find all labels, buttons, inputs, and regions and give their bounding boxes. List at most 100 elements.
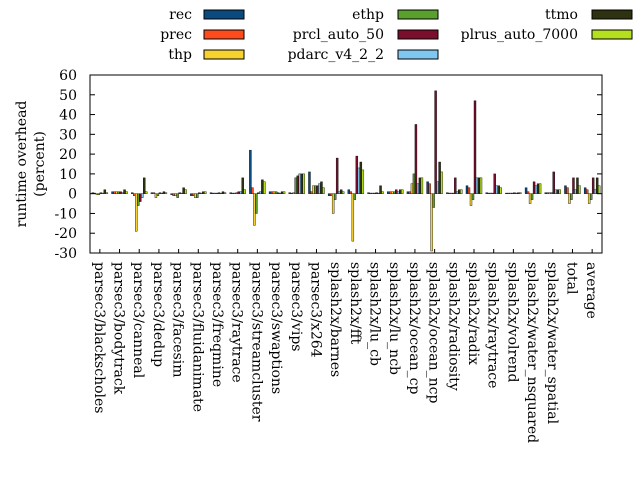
bar (568, 193, 571, 204)
bar (379, 185, 382, 194)
bar (347, 189, 351, 194)
bar (231, 192, 234, 194)
bar (375, 192, 378, 194)
bar (243, 189, 246, 194)
bar (420, 177, 424, 194)
x-tick-label: parsec3/bodytrack (111, 262, 127, 395)
bar (412, 173, 416, 194)
bar (438, 161, 441, 194)
bar (235, 192, 238, 194)
bar (430, 193, 433, 252)
bar (111, 191, 114, 194)
bar (460, 189, 463, 194)
bar (485, 192, 488, 194)
bar (137, 193, 140, 206)
bar (391, 191, 394, 194)
bar (294, 177, 297, 194)
bar (213, 192, 217, 194)
bar (257, 192, 260, 194)
bar (432, 193, 435, 208)
legend-label: rec (169, 7, 192, 23)
y-tick-label: 40 (59, 108, 77, 124)
bar (566, 187, 569, 194)
bar (292, 192, 295, 194)
bar (200, 192, 203, 194)
bar (135, 193, 138, 232)
bar (259, 191, 262, 194)
legend-swatch (203, 49, 245, 60)
y-tick-label: -20 (54, 226, 77, 242)
bar (211, 192, 215, 194)
bar (393, 191, 396, 194)
x-tick-label: parsec3/dedup (150, 262, 166, 367)
bar (471, 193, 475, 200)
bar (300, 173, 303, 194)
bar (117, 191, 120, 194)
bar (359, 161, 363, 194)
y-axis-label-line: runtime overhead (14, 101, 30, 228)
x-tick-label: total (563, 262, 579, 295)
bar (221, 191, 225, 194)
bar (589, 193, 593, 200)
legend-label: ttmo (545, 7, 578, 23)
bar (349, 191, 353, 194)
bar (593, 189, 597, 194)
x-tick-label: splash2x/radix (465, 262, 481, 365)
bar (491, 192, 494, 194)
legend-swatch (203, 9, 245, 20)
x-tick-label: splash2x/fft (347, 262, 363, 345)
x-tick-label: splash2x/lu_cb (367, 262, 383, 366)
bar (178, 192, 181, 194)
x-tick-label: parsec3/x264 (307, 262, 323, 358)
bar (241, 177, 244, 194)
bar (298, 173, 301, 194)
bar (526, 191, 530, 194)
bar (152, 192, 156, 194)
bar (113, 191, 116, 194)
bar (499, 187, 502, 194)
legend: rec prec thp ethp prcl_auto_50 pdarc_v4_2_2 tt… (160, 7, 633, 63)
bar (361, 169, 365, 194)
bar (276, 192, 280, 194)
bar (198, 192, 201, 194)
x-tick-label: splash2x/raytrace (485, 262, 501, 388)
bar (320, 181, 323, 194)
bar (192, 193, 195, 196)
bar (377, 192, 380, 194)
bar (530, 193, 534, 200)
bar (280, 191, 284, 194)
x-tick-label: parsec3/swaptions (268, 262, 284, 394)
bar (219, 192, 223, 194)
x-tick-label: parsec3/streamcluster (248, 262, 264, 422)
bar (131, 192, 134, 194)
legend-label: plrus_auto_7000 (461, 27, 578, 43)
bar (552, 171, 555, 194)
bar (465, 185, 469, 194)
bar (251, 187, 254, 194)
bar (416, 183, 420, 194)
bar (487, 192, 490, 194)
bar (440, 171, 443, 194)
bar (418, 177, 422, 194)
y-tick-label: -10 (54, 206, 77, 222)
bar (119, 191, 122, 194)
bar (296, 175, 299, 194)
legend-swatch (591, 9, 633, 20)
bar (170, 193, 173, 195)
legend-swatch (591, 29, 633, 40)
bar (278, 192, 282, 194)
y-tick-label: 10 (59, 167, 77, 183)
bar (570, 193, 573, 200)
bar (341, 191, 345, 194)
bar (172, 193, 175, 196)
bar (184, 189, 187, 194)
bar (576, 177, 579, 194)
bar (290, 192, 293, 194)
bar (288, 192, 291, 194)
bar (204, 191, 207, 194)
bar (538, 183, 542, 194)
bar (410, 183, 414, 194)
legend-swatch (397, 29, 439, 40)
bar (517, 192, 520, 194)
legend-label: thp (168, 47, 192, 63)
